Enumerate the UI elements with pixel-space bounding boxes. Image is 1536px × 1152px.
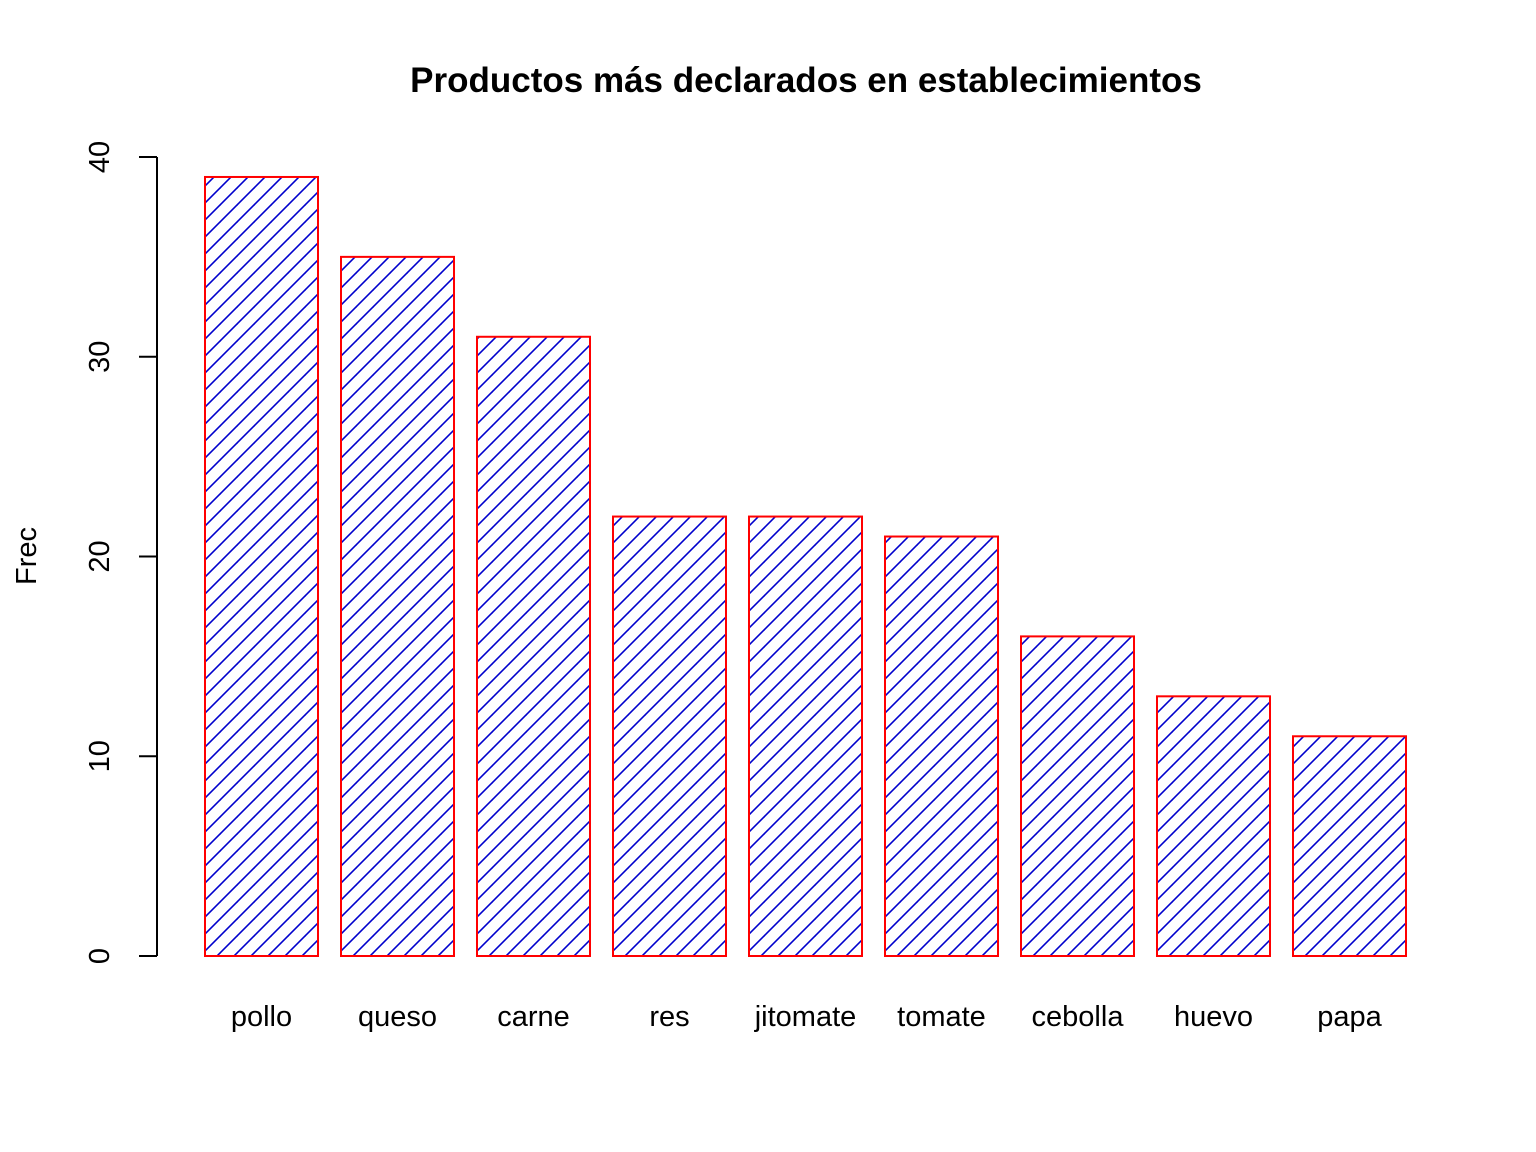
bar-queso (340, 255, 455, 957)
bar-res (612, 515, 727, 957)
bar-huevo (1156, 695, 1271, 957)
bar-carne (476, 335, 591, 957)
category-label: jitomate (754, 1001, 857, 1033)
y-tick-label: 0 (84, 948, 116, 964)
bar-papa (1292, 735, 1407, 958)
category-label: queso (358, 1001, 437, 1033)
category-label: tomate (897, 1001, 986, 1033)
y-axis-label: Frec (11, 527, 43, 585)
bars (204, 175, 1407, 958)
category-label: cebolla (1032, 1001, 1125, 1033)
bar-jitomate (748, 515, 863, 957)
category-labels: pollo queso carne res jitomate tomate cebolla h… (231, 1001, 1383, 1033)
y-tick-label: 40 (84, 141, 116, 173)
category-label: pollo (231, 1001, 292, 1033)
category-label: huevo (1174, 1001, 1253, 1033)
bar-pollo (204, 175, 319, 958)
y-tick-label: 20 (84, 540, 116, 572)
y-tick-label: 30 (84, 341, 116, 373)
category-label: res (649, 1001, 689, 1033)
bar-tomate (884, 535, 999, 958)
chart-title: Productos más declarados en establecimie… (410, 61, 1202, 100)
y-tick-label: 10 (84, 740, 116, 772)
category-label: carne (497, 1001, 570, 1033)
y-axis: 0 10 20 30 40 (84, 141, 158, 964)
bar-cebolla (1020, 635, 1135, 958)
category-label: papa (1317, 1001, 1382, 1033)
